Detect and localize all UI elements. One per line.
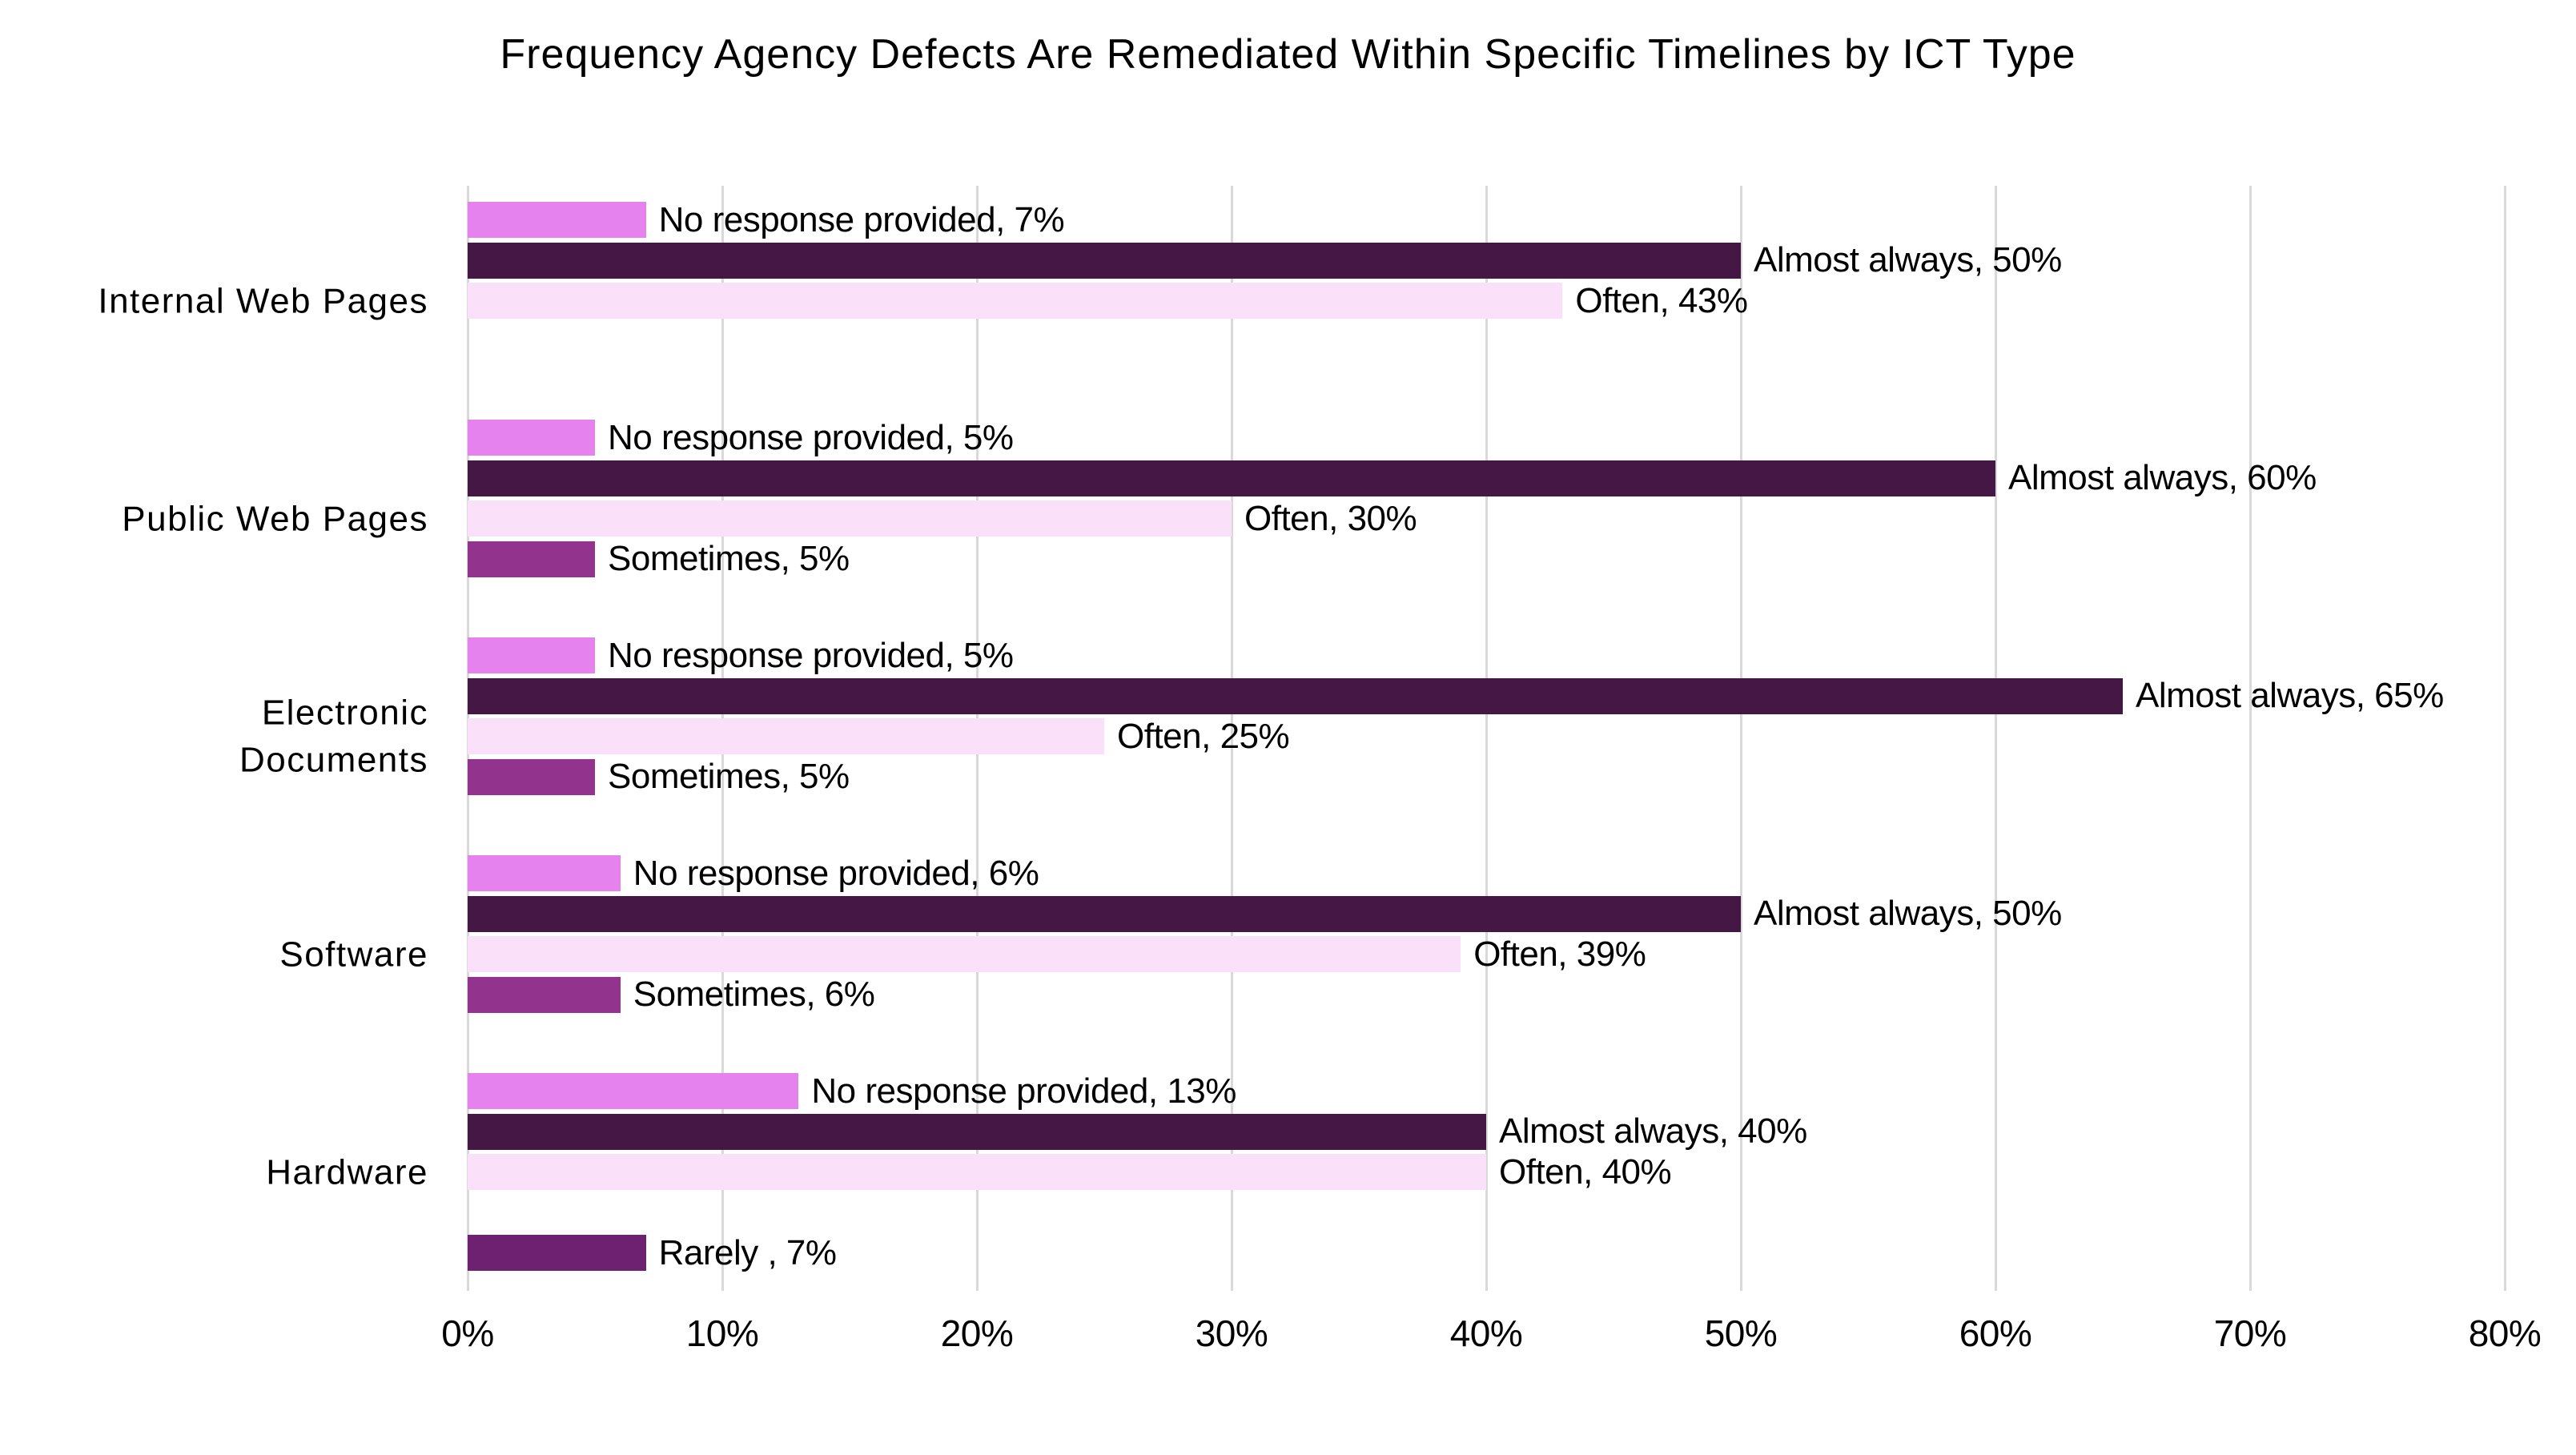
bar-almost-always-public-web-pages — [468, 460, 1995, 496]
x-axis-tick-label-10: 10% — [685, 1312, 759, 1354]
bar-almost-always-hardware — [468, 1113, 1486, 1150]
bar-almost-always-electronic-documents — [468, 677, 2123, 714]
bar-label-no-response-provided-hardware: No response provided, 13% — [811, 1071, 1236, 1111]
bar-sometimes-public-web-pages — [468, 541, 595, 577]
category-label-software: Software — [279, 934, 428, 975]
bar-label-rarely-hardware: Rarely , 7% — [658, 1232, 837, 1272]
bar-label-often-software: Often, 39% — [1473, 934, 1646, 974]
x-axis-tick-label-50: 50% — [1704, 1312, 1778, 1354]
bar-almost-always-software — [468, 895, 1741, 932]
bar-often-internal-web-pages — [468, 283, 1563, 319]
bar-no-response-provided-internal-web-pages — [468, 202, 646, 238]
x-axis-tick-label-80: 80% — [2468, 1312, 2542, 1354]
bar-label-sometimes-software: Sometimes, 6% — [633, 975, 875, 1014]
x-axis-tick-label-40: 40% — [1449, 1312, 1523, 1354]
bar-label-almost-always-software: Almost always, 50% — [1754, 894, 2062, 933]
bar-sometimes-electronic-documents — [468, 758, 595, 795]
x-axis-tick-label-60: 60% — [1959, 1312, 2032, 1354]
bar-label-almost-always-electronic-documents: Almost always, 65% — [2136, 676, 2444, 715]
bar-label-no-response-provided-internal-web-pages: No response provided, 7% — [658, 199, 1065, 239]
gridline-80 — [2503, 186, 2506, 1291]
gridline-40 — [1485, 186, 1488, 1291]
bar-no-response-provided-hardware — [468, 1073, 799, 1109]
bar-label-often-electronic-documents: Often, 25% — [1117, 716, 1290, 756]
bar-rarely-hardware — [468, 1235, 646, 1271]
x-axis-tick-label-30: 30% — [1195, 1312, 1268, 1354]
bar-often-electronic-documents — [468, 718, 1104, 754]
bar-label-sometimes-public-web-pages: Sometimes, 5% — [608, 539, 850, 578]
bar-label-often-hardware: Often, 40% — [1499, 1152, 1672, 1192]
bar-label-no-response-provided-public-web-pages: No response provided, 5% — [608, 417, 1014, 457]
x-axis-tick-label-0: 0% — [441, 1312, 494, 1354]
category-label-internal-web-pages: Internal Web Pages — [98, 281, 428, 321]
bar-label-almost-always-hardware: Almost always, 40% — [1499, 1111, 1807, 1151]
bar-label-no-response-provided-software: No response provided, 6% — [633, 853, 1039, 893]
gridline-50 — [1739, 186, 1742, 1291]
category-label-public-web-pages: Public Web Pages — [122, 499, 428, 539]
bar-often-public-web-pages — [468, 500, 1232, 537]
x-axis-tick-label-70: 70% — [2213, 1312, 2287, 1354]
bar-often-software — [468, 936, 1461, 972]
bar-often-hardware — [468, 1154, 1486, 1190]
category-label-hardware: Hardware — [266, 1152, 428, 1192]
bar-label-sometimes-electronic-documents: Sometimes, 5% — [608, 757, 850, 796]
chart-title: Frequency Agency Defects Are Remediated … — [500, 31, 2076, 78]
gridline-70 — [2248, 186, 2252, 1291]
gridline-30 — [1230, 186, 1233, 1291]
gridline-60 — [1994, 186, 1997, 1291]
bar-label-no-response-provided-electronic-documents: No response provided, 5% — [608, 635, 1014, 675]
x-axis-tick-label-20: 20% — [940, 1312, 1014, 1354]
bar-label-almost-always-public-web-pages: Almost always, 60% — [2008, 458, 2317, 497]
bar-sometimes-software — [468, 976, 621, 1013]
category-label-electronic-documents: Electronic Documents — [239, 693, 428, 780]
bar-label-almost-always-internal-web-pages: Almost always, 50% — [1754, 240, 2062, 279]
bar-no-response-provided-electronic-documents — [468, 637, 595, 673]
bar-no-response-provided-public-web-pages — [468, 420, 595, 456]
bar-no-response-provided-software — [468, 855, 621, 891]
bar-label-often-public-web-pages: Often, 30% — [1244, 498, 1417, 538]
bar-almost-always-internal-web-pages — [468, 242, 1741, 279]
bar-label-often-internal-web-pages: Often, 43% — [1575, 280, 1748, 320]
